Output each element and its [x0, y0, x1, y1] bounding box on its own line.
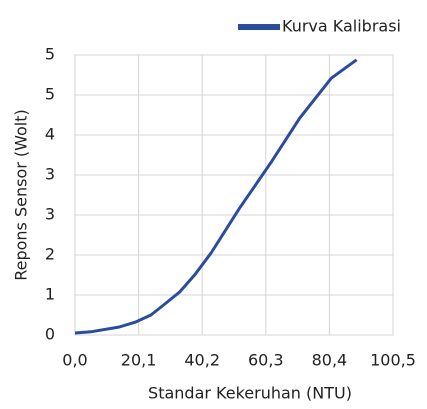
plot-frame	[74, 54, 394, 336]
y-tick-label: 5	[45, 85, 55, 104]
y-tick-label: 2	[45, 245, 55, 264]
y-tick-label: 5	[45, 45, 55, 64]
legend-label: Kurva Kalibrasi	[282, 17, 401, 36]
x-tick-label: 60,3	[248, 351, 284, 370]
legend-swatch	[238, 24, 280, 30]
x-tick-label: 100,5	[370, 351, 416, 370]
y-tick-label: 3	[45, 165, 55, 184]
x-tick-label: 20,1	[121, 351, 157, 370]
x-axis-label: Standar Kekeruhan (NTU)	[148, 384, 352, 403]
x-tick-label: 40,2	[184, 351, 220, 370]
y-tick-label: 3	[45, 205, 55, 224]
y-tick-label: 1	[45, 285, 55, 304]
y-tick-label: 0	[45, 325, 55, 344]
series-line	[74, 58, 358, 335]
y-axis-label: Repons Sensor (Wolt)	[12, 109, 31, 281]
x-tick-label: 0,0	[62, 351, 87, 370]
y-tick-label: 4	[45, 125, 55, 144]
x-tick-label: 80,4	[312, 351, 348, 370]
